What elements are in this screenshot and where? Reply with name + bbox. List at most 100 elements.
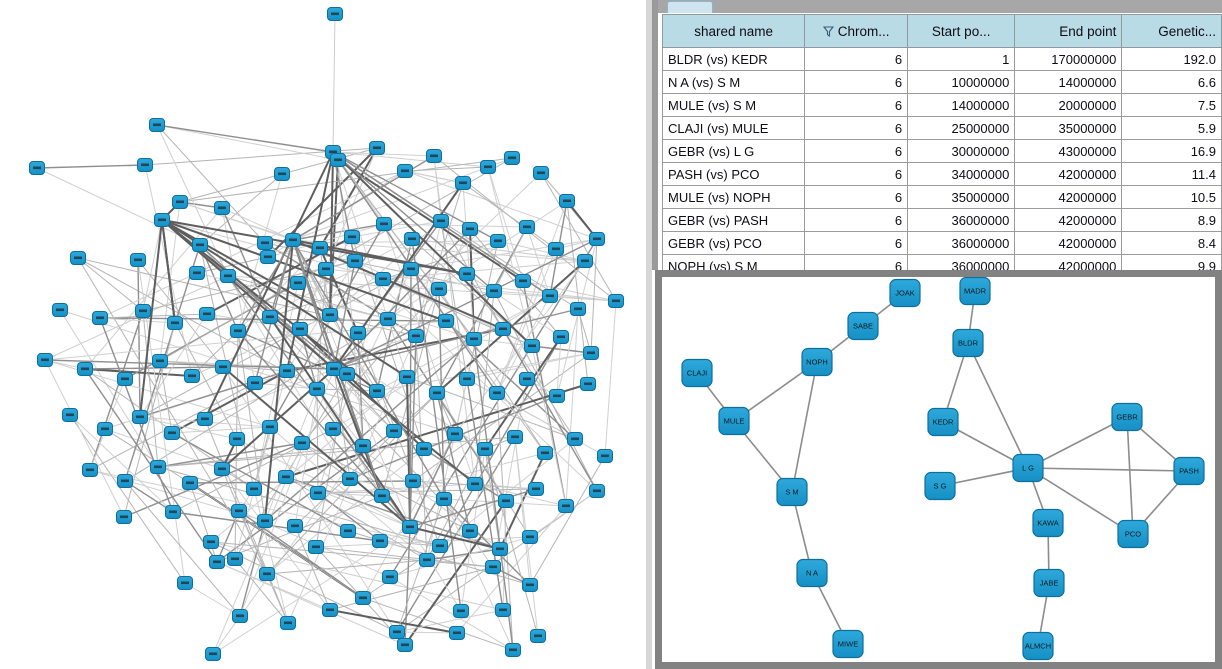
network-node[interactable] bbox=[152, 354, 168, 368]
cell-chromosome[interactable]: 6 bbox=[804, 93, 909, 117]
network-node[interactable] bbox=[262, 310, 278, 324]
network-node[interactable] bbox=[570, 302, 586, 316]
column-header-shared_name[interactable]: shared name bbox=[661, 14, 806, 48]
network-node[interactable] bbox=[397, 638, 413, 652]
left-panel-scrollbar[interactable] bbox=[646, 0, 652, 669]
cell-end[interactable]: 20000000 bbox=[1014, 93, 1123, 117]
network-node[interactable] bbox=[530, 629, 546, 643]
network-node[interactable] bbox=[203, 535, 219, 549]
network-node[interactable] bbox=[172, 195, 188, 209]
network-node[interactable] bbox=[117, 372, 133, 386]
cell-chromosome[interactable]: 6 bbox=[804, 47, 909, 71]
network-node[interactable] bbox=[229, 432, 245, 446]
network-node[interactable] bbox=[438, 314, 454, 328]
cell-start[interactable]: 10000000 bbox=[907, 70, 1016, 94]
network-node[interactable] bbox=[528, 482, 544, 496]
node-claji[interactable]: CLAJI bbox=[681, 358, 713, 388]
network-node[interactable] bbox=[522, 530, 538, 544]
network-node[interactable] bbox=[262, 420, 278, 434]
network-node[interactable] bbox=[389, 625, 405, 639]
network-node[interactable] bbox=[340, 524, 356, 538]
table-row[interactable]: CLAJI (vs) MULE 6 25000000 35000000 5.9 bbox=[661, 116, 1222, 140]
network-node[interactable] bbox=[220, 269, 236, 283]
network-node[interactable] bbox=[164, 426, 180, 440]
network-node[interactable] bbox=[432, 539, 448, 553]
network-node[interactable] bbox=[280, 616, 296, 630]
network-node[interactable] bbox=[386, 424, 402, 438]
network-node[interactable] bbox=[205, 647, 221, 661]
network-node[interactable] bbox=[583, 346, 599, 360]
network-node[interactable] bbox=[462, 222, 478, 236]
network-node[interactable] bbox=[567, 432, 583, 446]
table-row[interactable]: N A (vs) S M 6 10000000 14000000 6.6 bbox=[661, 70, 1222, 94]
network-node[interactable] bbox=[505, 643, 521, 657]
network-node[interactable] bbox=[257, 514, 273, 528]
node-noph[interactable]: NOPH bbox=[801, 347, 833, 377]
cell-genetic[interactable]: 192.0 bbox=[1121, 47, 1222, 71]
subnetwork-canvas[interactable]: JOAK MADR SABE BLDR NOPH CLAJI MULE KEDR GEBR L G… bbox=[662, 277, 1215, 662]
network-node[interactable] bbox=[542, 289, 558, 303]
network-node[interactable] bbox=[459, 267, 475, 281]
table-row[interactable]: GEBR (vs) PASH 6 36000000 42000000 8.9 bbox=[661, 208, 1222, 232]
network-node[interactable] bbox=[467, 477, 483, 491]
network-node[interactable] bbox=[322, 603, 338, 617]
cell-end[interactable]: 42000000 bbox=[1014, 185, 1123, 209]
network-node[interactable] bbox=[355, 439, 371, 453]
network-node[interactable] bbox=[397, 164, 413, 178]
network-node[interactable] bbox=[150, 460, 166, 474]
panel-tab[interactable] bbox=[667, 1, 713, 13]
network-node[interactable] bbox=[504, 151, 520, 165]
cell-chromosome[interactable]: 6 bbox=[804, 162, 909, 186]
network-node[interactable] bbox=[232, 609, 248, 623]
cell-shared_name[interactable]: GEBR (vs) L G bbox=[661, 139, 806, 163]
network-node[interactable] bbox=[260, 250, 276, 264]
network-node[interactable] bbox=[52, 303, 68, 317]
network-node[interactable] bbox=[62, 408, 78, 422]
network-node[interactable] bbox=[589, 484, 605, 498]
network-node[interactable] bbox=[342, 472, 358, 486]
network-node[interactable] bbox=[214, 462, 230, 476]
cell-start[interactable]: 36000000 bbox=[907, 208, 1016, 232]
network-node[interactable] bbox=[231, 504, 247, 518]
network-node[interactable] bbox=[285, 233, 301, 247]
network-node[interactable] bbox=[419, 553, 435, 567]
cell-start[interactable]: 1 bbox=[907, 47, 1016, 71]
cell-start[interactable]: 36000000 bbox=[907, 231, 1016, 255]
network-node[interactable] bbox=[246, 482, 262, 496]
network-node[interactable] bbox=[92, 311, 108, 325]
cell-end[interactable]: 35000000 bbox=[1014, 116, 1123, 140]
network-node[interactable] bbox=[230, 324, 246, 338]
network-node[interactable] bbox=[312, 241, 328, 255]
network-node[interactable] bbox=[132, 410, 148, 424]
network-node[interactable] bbox=[462, 524, 478, 538]
network-node[interactable] bbox=[117, 474, 133, 488]
network-node[interactable] bbox=[375, 272, 391, 286]
network-node[interactable] bbox=[278, 470, 294, 484]
cell-genetic[interactable]: 5.9 bbox=[1121, 116, 1222, 140]
node-pco[interactable]: PCO bbox=[1117, 519, 1149, 549]
column-header-chromosome[interactable]: Chrom... bbox=[804, 14, 909, 48]
network-node[interactable] bbox=[490, 234, 506, 248]
main-network-canvas[interactable] bbox=[0, 0, 652, 669]
cell-genetic[interactable]: 8.4 bbox=[1121, 231, 1222, 255]
network-node[interactable] bbox=[382, 570, 398, 584]
network-node[interactable] bbox=[347, 254, 363, 268]
network-node[interactable] bbox=[597, 449, 613, 463]
network-node[interactable] bbox=[399, 370, 415, 384]
network-node[interactable] bbox=[182, 476, 198, 490]
column-header-start[interactable]: Start po... bbox=[907, 14, 1016, 48]
cell-genetic[interactable]: 10.5 bbox=[1121, 185, 1222, 209]
node-bldr[interactable]: BLDR bbox=[952, 328, 984, 358]
cell-end[interactable]: 42000000 bbox=[1014, 231, 1123, 255]
network-node[interactable] bbox=[82, 463, 98, 477]
cell-genetic[interactable]: 6.6 bbox=[1121, 70, 1222, 94]
node-miwe[interactable]: MIWE bbox=[832, 629, 864, 659]
node-mule[interactable]: MULE bbox=[718, 406, 750, 436]
node-kawa[interactable]: KAWA bbox=[1032, 508, 1064, 538]
network-node[interactable] bbox=[489, 386, 505, 400]
network-node[interactable] bbox=[308, 540, 324, 554]
node-l-g[interactable]: L G bbox=[1012, 453, 1044, 483]
network-node[interactable] bbox=[589, 232, 605, 246]
node-s-m[interactable]: S M bbox=[776, 477, 808, 507]
network-node[interactable] bbox=[577, 254, 593, 268]
